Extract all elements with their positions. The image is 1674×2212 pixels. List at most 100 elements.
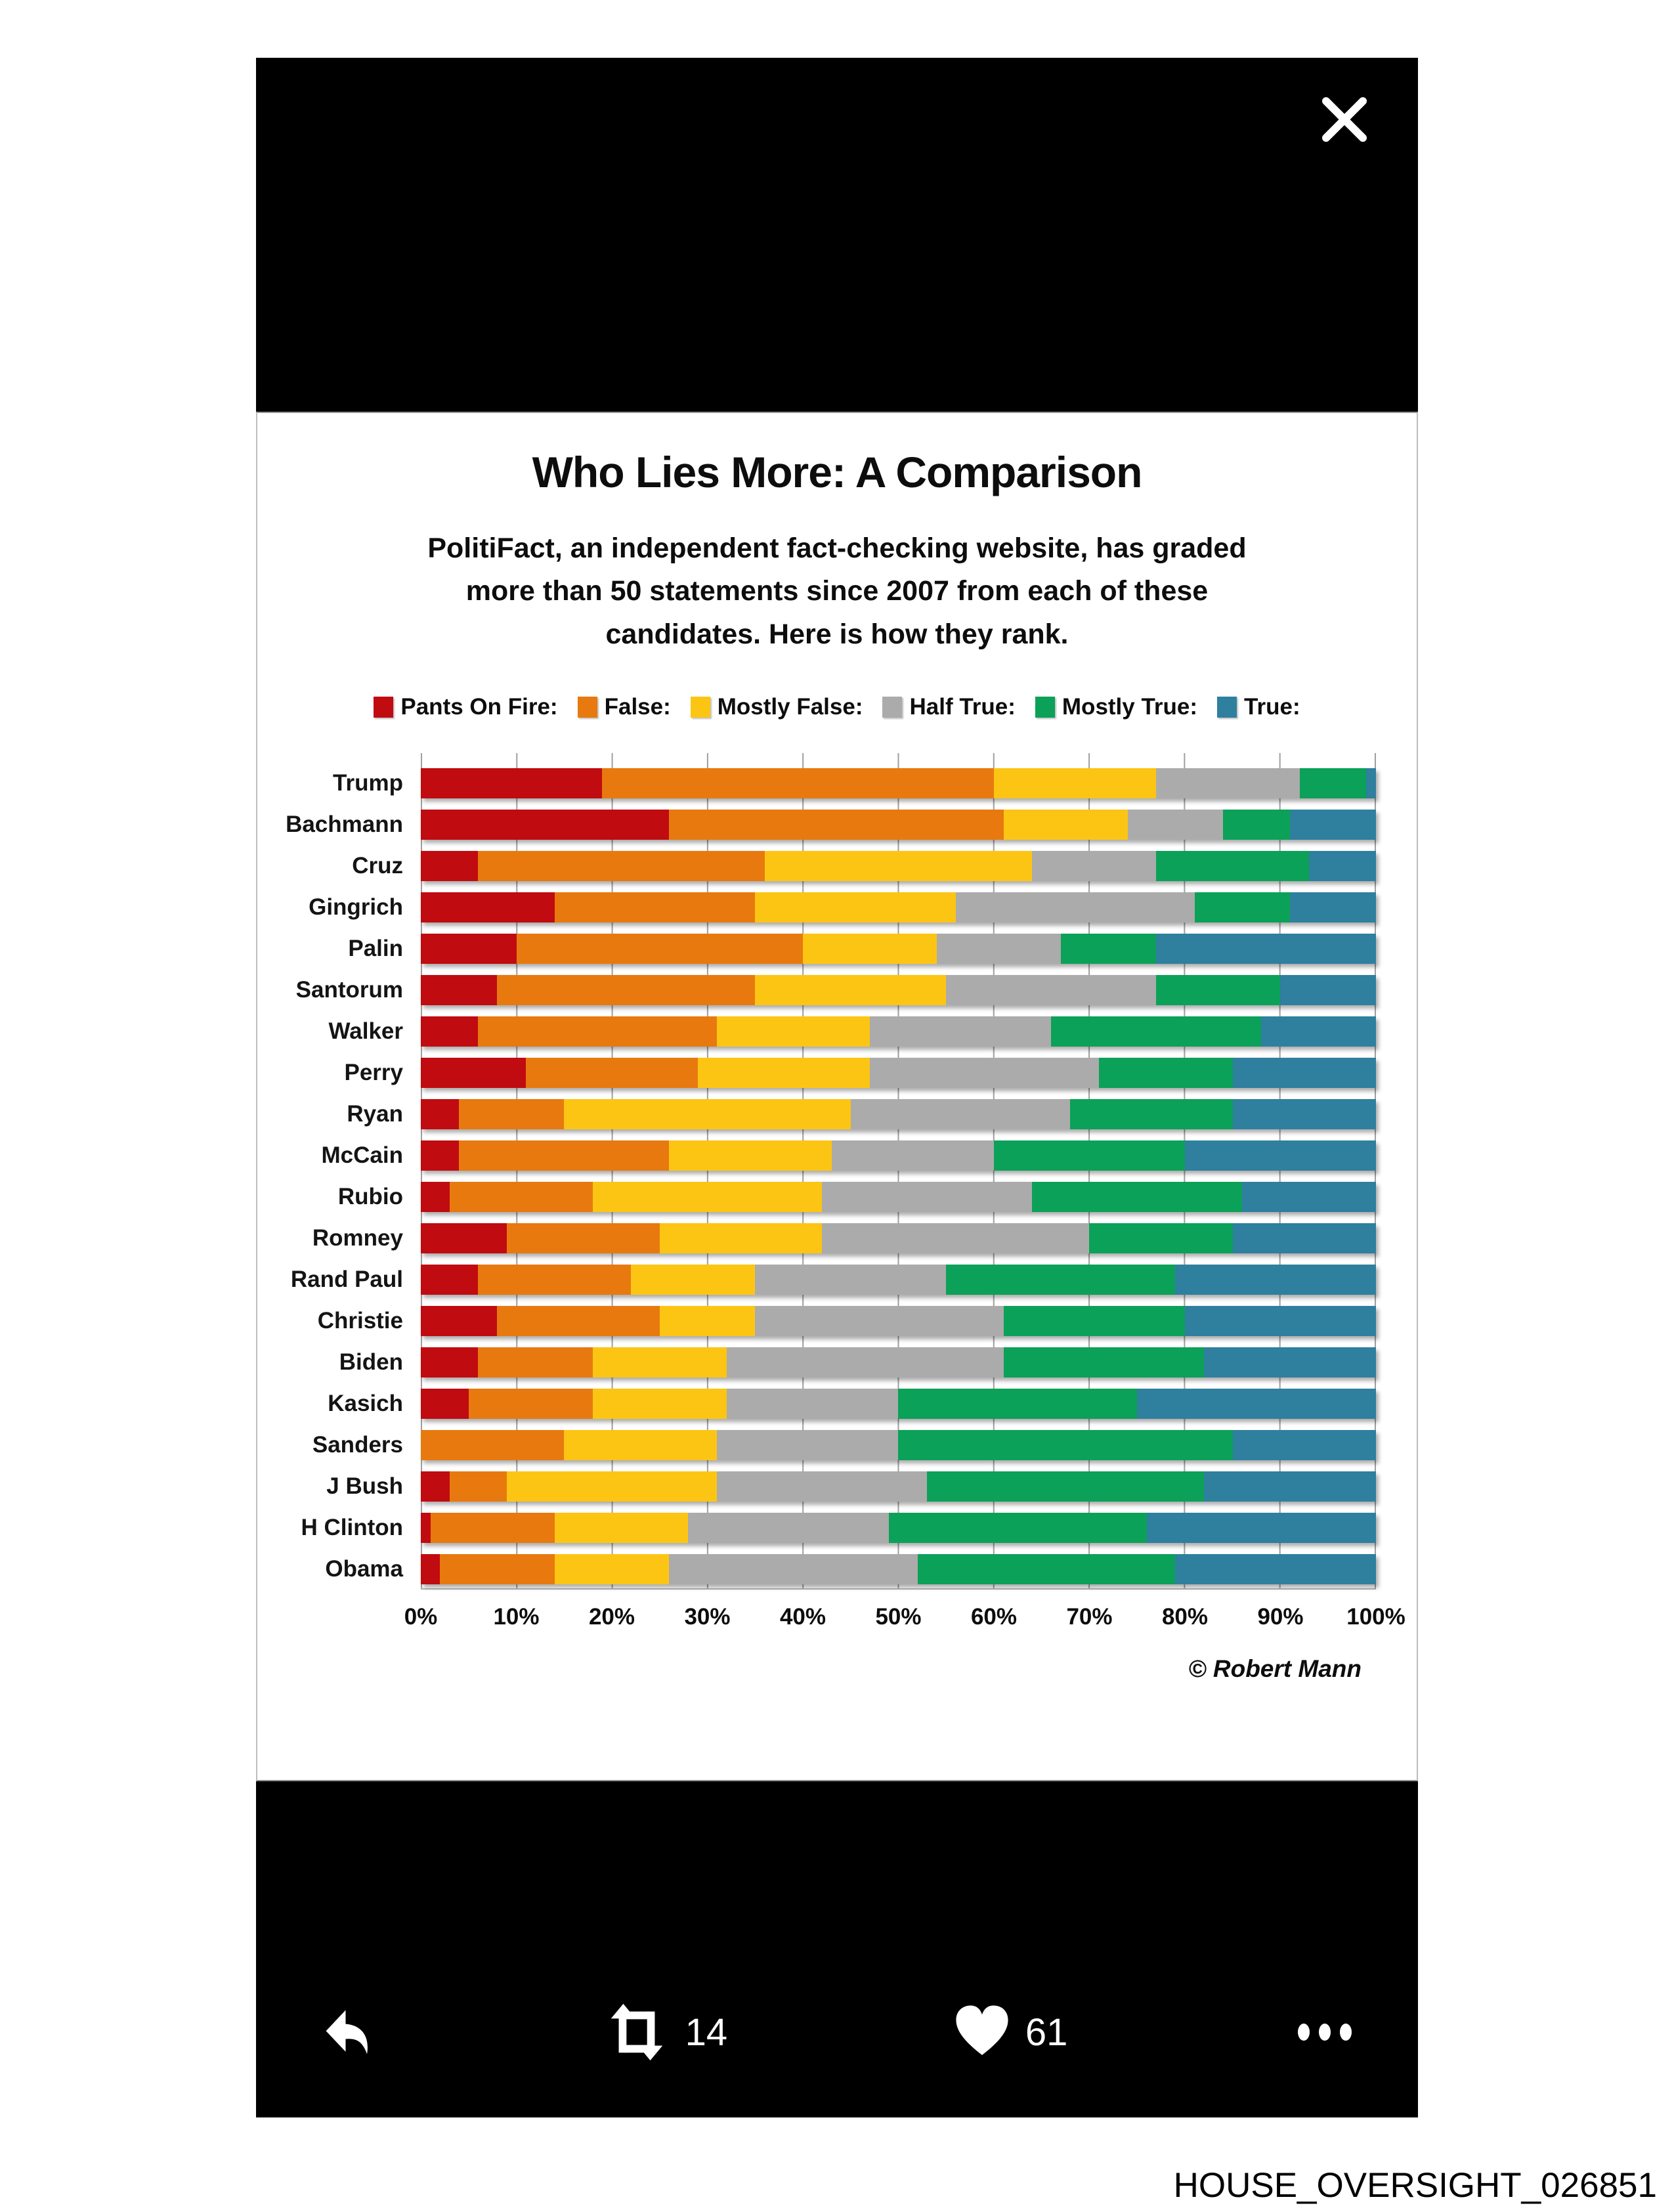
- more-button[interactable]: [1292, 2012, 1358, 2052]
- bar-segment: [803, 933, 937, 964]
- bar-segment: [1003, 1305, 1185, 1336]
- subtitle-line-2: more than 50 statements since 2007 from …: [465, 575, 1209, 607]
- bar-segment: [1032, 1181, 1243, 1212]
- chart-row: Romney: [312, 1217, 1376, 1259]
- row-label: Romney: [312, 1225, 403, 1251]
- legend-item: False:: [577, 694, 671, 720]
- bar-segment: [659, 1223, 823, 1253]
- bar-segment: [669, 1140, 832, 1171]
- row-label: Trump: [333, 770, 403, 796]
- bar-segment: [554, 1553, 670, 1584]
- stacked-bar: [421, 1305, 1376, 1336]
- bar-segment: [898, 1388, 1138, 1419]
- axis-tick-label: 50%: [875, 1604, 922, 1630]
- axis-tick-label: 0%: [404, 1604, 438, 1630]
- like-count: 61: [1025, 2010, 1068, 2054]
- legend-swatch: [577, 697, 597, 718]
- bar-segment: [1184, 1305, 1376, 1336]
- legend-swatch: [1217, 697, 1237, 718]
- ellipsis-icon: [1292, 2012, 1358, 2052]
- bar-segment: [421, 1429, 565, 1460]
- bar-segment: [421, 1512, 431, 1543]
- bar-segment: [1309, 850, 1376, 881]
- bar-segment: [430, 1512, 555, 1543]
- stacked-bar: [421, 1181, 1376, 1212]
- bar-segment: [1299, 768, 1367, 798]
- bar-segment: [478, 1016, 718, 1047]
- row-label: H Clinton: [301, 1514, 403, 1540]
- chart-row: Gingrich: [309, 886, 1376, 928]
- heart-icon: [952, 2002, 1012, 2062]
- bar-segment: [1366, 768, 1376, 798]
- bar-segment: [1156, 850, 1310, 881]
- retweet-count: 14: [685, 2010, 728, 2054]
- chart-row: Obama: [325, 1548, 1376, 1590]
- bar-segment: [592, 1388, 727, 1419]
- reply-icon: [319, 2002, 377, 2062]
- bar-segment: [1204, 1347, 1376, 1377]
- retweet-icon: [601, 2000, 672, 2064]
- legend-label: True:: [1244, 694, 1300, 720]
- stacked-bar: [421, 1429, 1376, 1460]
- retweet-button[interactable]: 14: [601, 2000, 728, 2064]
- close-button[interactable]: [1312, 87, 1377, 152]
- bar-segment: [1290, 892, 1376, 922]
- legend-swatch: [1035, 697, 1055, 718]
- axis-tick-label: 20%: [588, 1604, 635, 1630]
- bar-segment: [1184, 1140, 1376, 1171]
- axis-tick-label: 10%: [493, 1604, 540, 1630]
- row-label: Biden: [339, 1349, 403, 1375]
- bar-segment: [421, 1057, 526, 1088]
- bar-segment: [1137, 1388, 1376, 1419]
- bar-segment: [1156, 933, 1376, 964]
- bar-segment: [755, 1264, 947, 1295]
- chart-row: Rand Paul: [291, 1259, 1376, 1300]
- stacked-bar: [421, 1388, 1376, 1419]
- legend-swatch: [882, 697, 903, 718]
- stacked-bar: [421, 1512, 1376, 1543]
- legend-swatch: [374, 697, 394, 718]
- bar-segment: [564, 1429, 718, 1460]
- chart-row: H Clinton: [301, 1507, 1376, 1548]
- reply-button[interactable]: [319, 2002, 377, 2062]
- stacked-bar: [421, 768, 1376, 798]
- stacked-bar-chart: Trump Bachmann Cruz Gingrich Palin Santorum Wa…: [257, 753, 1417, 1590]
- action-bar: 14 61: [256, 1970, 1418, 2117]
- bar-segment: [564, 1098, 851, 1129]
- stacked-bar: [421, 933, 1376, 964]
- stacked-bar: [421, 1347, 1376, 1377]
- bar-segment: [1232, 1098, 1376, 1129]
- bar-segment: [927, 1471, 1205, 1502]
- bar-segment: [917, 1553, 1176, 1584]
- axis-tick-label: 90%: [1257, 1604, 1304, 1630]
- like-button[interactable]: 61: [952, 2002, 1068, 2062]
- bar-segment: [421, 892, 555, 922]
- bar-segment: [1290, 809, 1376, 840]
- bar-segment: [697, 1057, 870, 1088]
- bar-segment: [822, 1223, 1090, 1253]
- stacked-bar: [421, 809, 1376, 840]
- bar-segment: [421, 1098, 460, 1129]
- bar-segment: [506, 1223, 660, 1253]
- bar-segment: [726, 1347, 1004, 1377]
- bar-segment: [421, 1471, 450, 1502]
- close-icon: [1312, 97, 1377, 154]
- legend-item: True:: [1217, 694, 1300, 720]
- chart-row: Trump: [333, 762, 1376, 804]
- row-label: Ryan: [347, 1100, 403, 1127]
- bar-segment: [659, 1305, 756, 1336]
- bar-segment: [1156, 768, 1300, 798]
- bar-segment: [822, 1181, 1033, 1212]
- bar-segment: [888, 1512, 1147, 1543]
- bar-segment: [1175, 1264, 1376, 1295]
- row-label: Palin: [348, 935, 403, 961]
- legend-label: Half True:: [909, 694, 1016, 720]
- bar-segment: [669, 809, 1004, 840]
- bar-segment: [1232, 1429, 1376, 1460]
- legend-item: Mostly False:: [690, 694, 863, 720]
- bar-segment: [478, 1264, 632, 1295]
- bar-segment: [717, 1016, 870, 1047]
- bar-segment: [755, 974, 947, 1005]
- chart-row: Walker: [329, 1010, 1376, 1052]
